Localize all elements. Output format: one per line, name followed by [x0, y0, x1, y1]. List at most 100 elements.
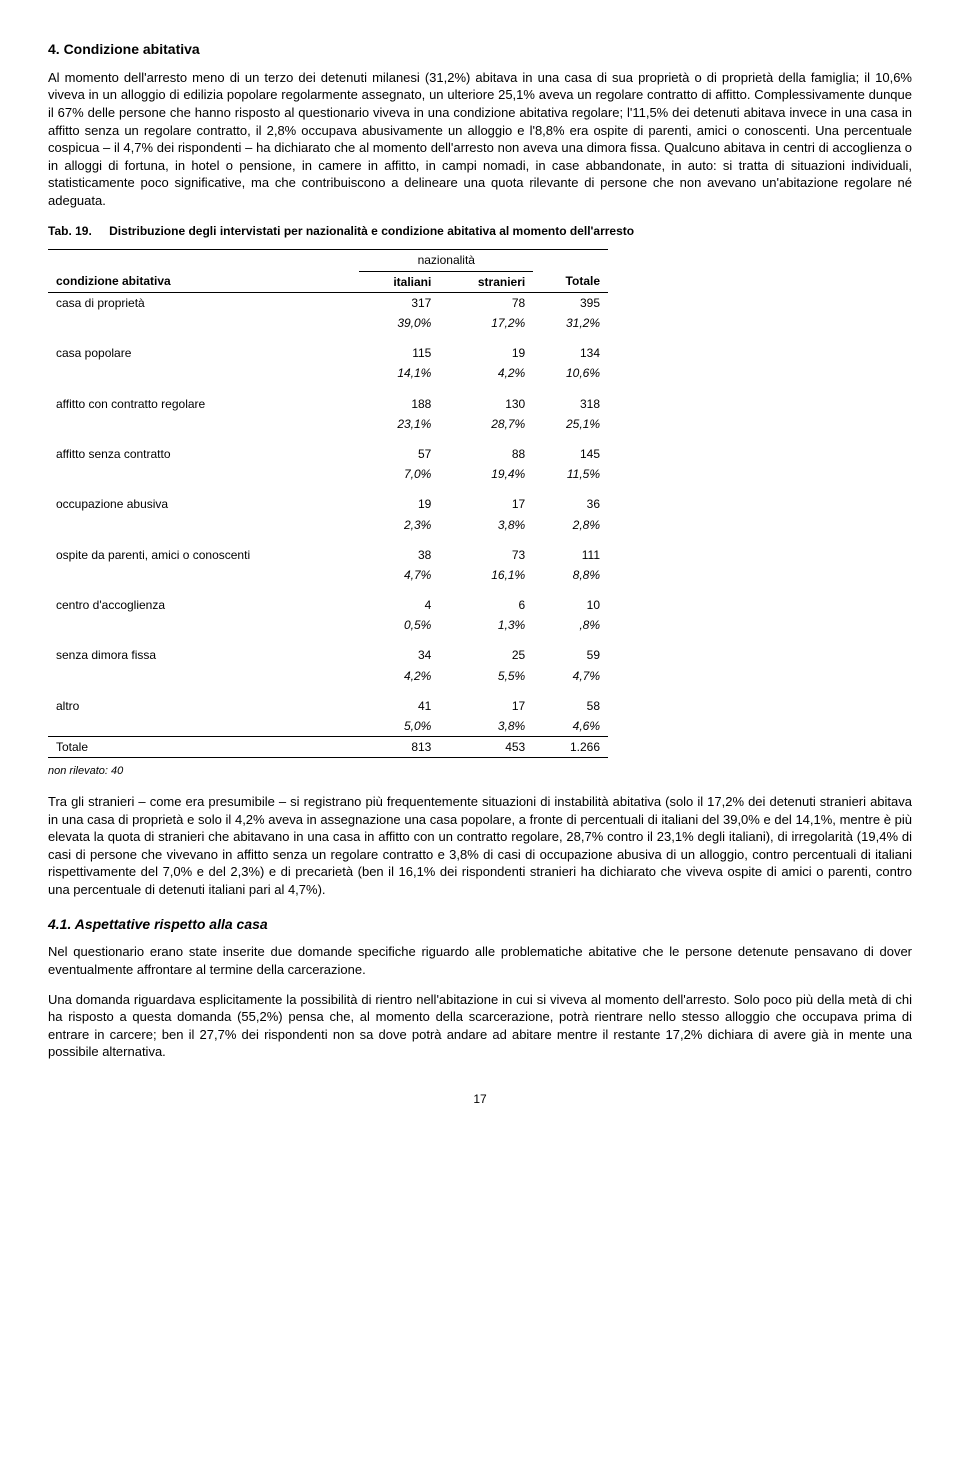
table-row: altro411758 [48, 696, 608, 716]
row-label: affitto senza contratto [48, 444, 359, 464]
cell-str-p: 1,3% [439, 615, 533, 635]
cell-it-p: 23,1% [359, 414, 439, 434]
cell-str-p: 3,8% [439, 716, 533, 737]
section-title: 4. Condizione abitativa [48, 40, 912, 59]
paragraph-foreigners: Tra gli stranieri – come era presumibile… [48, 793, 912, 898]
subsection-title: 4.1. Aspettative rispetto alla casa [48, 915, 912, 934]
paragraph-expectations-2: Una domanda riguardava esplicitamente la… [48, 991, 912, 1061]
cell-str-n: 73 [439, 545, 533, 565]
page-number: 17 [48, 1091, 912, 1107]
cell-it-p: 7,0% [359, 464, 439, 484]
cell-str-n: 19 [439, 343, 533, 363]
cell-it-n: 41 [359, 696, 439, 716]
cell-tot-n: 36 [533, 494, 608, 514]
cell-tot-p: 4,6% [533, 716, 608, 737]
table-row: affitto con contratto regolare188130318 [48, 394, 608, 414]
table-row: affitto senza contratto5788145 [48, 444, 608, 464]
cell-it-n: 19 [359, 494, 439, 514]
paragraph-expectations-1: Nel questionario erano state inserite du… [48, 943, 912, 978]
cell-tot-p: 10,6% [533, 363, 608, 383]
cell-it-n: 38 [359, 545, 439, 565]
table-row-pct: 14,1%4,2%10,6% [48, 363, 608, 383]
table-row: casa di proprietà31778395 [48, 292, 608, 313]
cell-tot-p: 31,2% [533, 313, 608, 333]
table-row-pct: 4,2%5,5%4,7% [48, 666, 608, 686]
row-label: centro d'accoglienza [48, 595, 359, 615]
table-row: senza dimora fissa342559 [48, 645, 608, 665]
col-foreigners: stranieri [439, 271, 533, 292]
cell-it-n: 57 [359, 444, 439, 464]
table-row: centro d'accoglienza4610 [48, 595, 608, 615]
cell-str-n: 25 [439, 645, 533, 665]
row-label: casa popolare [48, 343, 359, 363]
cell-it-p: 4,7% [359, 565, 439, 585]
cell-it-n: 4 [359, 595, 439, 615]
cell-it-p: 14,1% [359, 363, 439, 383]
table-row-pct: 23,1%28,7%25,1% [48, 414, 608, 434]
cell-tot-p: ,8% [533, 615, 608, 635]
cell-tot-p: 2,8% [533, 515, 608, 535]
cell-str-n: 130 [439, 394, 533, 414]
cell-it-p: 5,0% [359, 716, 439, 737]
row-label: senza dimora fissa [48, 645, 359, 665]
paragraph-intro: Al momento dell'arresto meno di un terzo… [48, 69, 912, 209]
cell-tot-n: 111 [533, 545, 608, 565]
table-number: Tab. 19. [48, 224, 92, 238]
cell-tot-n: 59 [533, 645, 608, 665]
cell-it-n: 115 [359, 343, 439, 363]
cell-str-p: 3,8% [439, 515, 533, 535]
cell-str-p: 5,5% [439, 666, 533, 686]
table-19: nazionalità condizione abitativa italian… [48, 249, 608, 758]
cell-str-n: 17 [439, 696, 533, 716]
cell-it-n: 34 [359, 645, 439, 665]
table-row-pct: 4,7%16,1%8,8% [48, 565, 608, 585]
table-title: Distribuzione degli intervistati per naz… [109, 224, 634, 238]
table-row-pct: 39,0%17,2%31,2% [48, 313, 608, 333]
cell-it-n: 317 [359, 292, 439, 313]
cell-str-p: 28,7% [439, 414, 533, 434]
col-italians: italiani [359, 271, 439, 292]
row-label: affitto con contratto regolare [48, 394, 359, 414]
row-label: ospite da parenti, amici o conoscenti [48, 545, 359, 565]
row-label: casa di proprietà [48, 292, 359, 313]
cell-tot-n: 395 [533, 292, 608, 313]
row-label: altro [48, 696, 359, 716]
cell-str-p: 19,4% [439, 464, 533, 484]
cell-tot-p: 8,8% [533, 565, 608, 585]
cell-it-p: 4,2% [359, 666, 439, 686]
cell-str-n: 6 [439, 595, 533, 615]
cell-tot-n: 10 [533, 595, 608, 615]
cell-tot-n: 318 [533, 394, 608, 414]
total-str: 453 [439, 737, 533, 758]
table-row-pct: 5,0%3,8%4,6% [48, 716, 608, 737]
total-tot: 1.266 [533, 737, 608, 758]
table-row: ospite da parenti, amici o conoscenti387… [48, 545, 608, 565]
table-row-pct: 7,0%19,4%11,5% [48, 464, 608, 484]
col-total: Totale [533, 271, 608, 292]
cell-str-n: 17 [439, 494, 533, 514]
cell-str-p: 4,2% [439, 363, 533, 383]
row-label: occupazione abusiva [48, 494, 359, 514]
table-row-pct: 0,5%1,3%,8% [48, 615, 608, 635]
cell-str-n: 78 [439, 292, 533, 313]
cell-tot-p: 11,5% [533, 464, 608, 484]
cell-tot-n: 134 [533, 343, 608, 363]
total-it: 813 [359, 737, 439, 758]
cell-str-p: 16,1% [439, 565, 533, 585]
col-group-nationality: nazionalità [359, 250, 533, 271]
cell-tot-p: 4,7% [533, 666, 608, 686]
table-row-pct: 2,3%3,8%2,8% [48, 515, 608, 535]
cell-str-n: 88 [439, 444, 533, 464]
cell-tot-n: 58 [533, 696, 608, 716]
table-row: occupazione abusiva191736 [48, 494, 608, 514]
table-caption: Tab. 19. Distribuzione degli intervistat… [48, 223, 912, 239]
cell-tot-n: 145 [533, 444, 608, 464]
cell-it-p: 0,5% [359, 615, 439, 635]
cell-tot-p: 25,1% [533, 414, 608, 434]
table-note: non rilevato: 40 [48, 764, 912, 779]
cell-str-p: 17,2% [439, 313, 533, 333]
cell-it-n: 188 [359, 394, 439, 414]
col-condition: condizione abitativa [48, 271, 359, 292]
total-label: Totale [48, 737, 359, 758]
table-row: casa popolare11519134 [48, 343, 608, 363]
